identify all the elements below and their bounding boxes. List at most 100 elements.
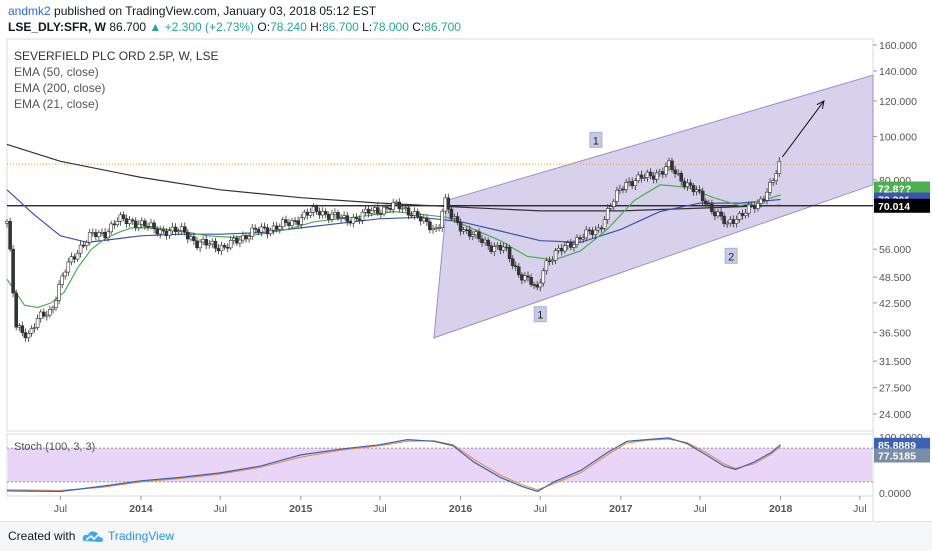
candle-body[interactable]	[731, 219, 736, 224]
candle-body[interactable]	[660, 171, 665, 175]
candle-body[interactable]	[354, 217, 359, 219]
candle-body[interactable]	[152, 222, 156, 230]
candle-body[interactable]	[158, 229, 162, 235]
candle-body[interactable]	[710, 203, 714, 213]
candle-body[interactable]	[388, 208, 392, 210]
candle-body[interactable]	[615, 190, 619, 202]
candle-body[interactable]	[636, 174, 641, 181]
candle-body[interactable]	[648, 171, 653, 177]
candle-body[interactable]	[611, 200, 616, 207]
candle-body[interactable]	[467, 229, 472, 237]
candle-body[interactable]	[777, 161, 782, 174]
candle-body[interactable]	[17, 325, 22, 328]
candle-body[interactable]	[57, 284, 61, 301]
candle-body[interactable]	[372, 207, 377, 211]
candle-body[interactable]	[250, 227, 254, 237]
candle-body[interactable]	[87, 232, 92, 243]
candle-body[interactable]	[277, 226, 282, 230]
candle-body[interactable]	[449, 208, 454, 219]
candle-body[interactable]	[498, 245, 503, 251]
candle-body[interactable]	[44, 314, 49, 317]
candle-body[interactable]	[688, 182, 693, 186]
tradingview-cloud-icon[interactable]	[82, 528, 104, 544]
candle-body[interactable]	[501, 246, 506, 251]
candle-body[interactable]	[54, 299, 58, 308]
candle-body[interactable]	[694, 189, 699, 193]
candle-body[interactable]	[149, 222, 153, 227]
candle-body[interactable]	[262, 226, 267, 229]
candle-body[interactable]	[330, 213, 334, 220]
candle-body[interactable]	[513, 265, 518, 268]
candle-body[interactable]	[645, 171, 650, 178]
candle-body[interactable]	[639, 174, 644, 179]
candle-body[interactable]	[357, 218, 362, 221]
candle-body[interactable]	[8, 221, 12, 250]
candle-body[interactable]	[302, 211, 307, 219]
candle-body[interactable]	[179, 226, 184, 231]
candle-body[interactable]	[118, 214, 123, 222]
candle-body[interactable]	[464, 229, 469, 231]
candle-body[interactable]	[69, 256, 74, 263]
candle-body[interactable]	[97, 232, 101, 237]
candle-body[interactable]	[443, 197, 448, 212]
candle-body[interactable]	[477, 231, 481, 240]
candle-body[interactable]	[664, 166, 668, 175]
candle-body[interactable]	[48, 309, 52, 316]
candle-body[interactable]	[630, 181, 635, 187]
price-chart[interactable]: 112 160.000140.000120.000100.00080.00056…	[0, 0, 932, 521]
candle-body[interactable]	[418, 216, 423, 222]
candle-body[interactable]	[244, 235, 248, 240]
candle-body[interactable]	[523, 275, 527, 281]
candle-body[interactable]	[268, 229, 273, 235]
candle-body[interactable]	[428, 221, 432, 231]
candle-body[interactable]	[642, 177, 647, 179]
candle-body[interactable]	[425, 217, 429, 223]
candle-body[interactable]	[700, 190, 705, 202]
candle-body[interactable]	[146, 226, 150, 228]
candle-body[interactable]	[84, 242, 89, 246]
candle-body[interactable]	[143, 220, 147, 227]
candle-body[interactable]	[550, 259, 555, 262]
candle-body[interactable]	[697, 189, 702, 192]
candle-body[interactable]	[78, 244, 83, 254]
candle-body[interactable]	[299, 217, 304, 225]
candle-body[interactable]	[112, 223, 117, 226]
candle-body[interactable]	[759, 198, 763, 204]
candle-body[interactable]	[339, 217, 343, 219]
candle-body[interactable]	[369, 210, 374, 214]
candle-body[interactable]	[624, 182, 628, 190]
candle-body[interactable]	[581, 237, 586, 240]
candle-body[interactable]	[5, 221, 9, 224]
candle-body[interactable]	[253, 227, 257, 230]
candle-body[interactable]	[274, 225, 279, 230]
candle-body[interactable]	[189, 236, 193, 240]
candle-body[interactable]	[219, 245, 224, 252]
candle-body[interactable]	[333, 212, 337, 215]
candle-body[interactable]	[516, 266, 521, 276]
candle-body[interactable]	[651, 175, 656, 180]
candle-body[interactable]	[23, 332, 28, 339]
candle-body[interactable]	[382, 206, 386, 215]
candle-body[interactable]	[676, 172, 681, 175]
candle-body[interactable]	[682, 180, 687, 187]
candle-body[interactable]	[544, 260, 549, 272]
candle-body[interactable]	[771, 180, 776, 183]
candle-body[interactable]	[311, 206, 316, 213]
candle-body[interactable]	[379, 213, 383, 215]
candle-body[interactable]	[290, 220, 294, 226]
candle-body[interactable]	[32, 327, 37, 329]
candle-body[interactable]	[228, 240, 233, 249]
candle-body[interactable]	[532, 284, 536, 286]
candle-body[interactable]	[434, 227, 438, 230]
candle-body[interactable]	[403, 207, 408, 209]
candle-body[interactable]	[195, 240, 199, 249]
candle-body[interactable]	[124, 218, 129, 225]
candle-body[interactable]	[201, 239, 205, 243]
candle-body[interactable]	[541, 270, 546, 284]
candle-body[interactable]	[100, 232, 104, 234]
candle-body[interactable]	[725, 222, 730, 225]
candle-body[interactable]	[575, 237, 579, 245]
candle-body[interactable]	[210, 240, 215, 245]
candle-body[interactable]	[572, 244, 576, 248]
candle-body[interactable]	[173, 226, 178, 233]
